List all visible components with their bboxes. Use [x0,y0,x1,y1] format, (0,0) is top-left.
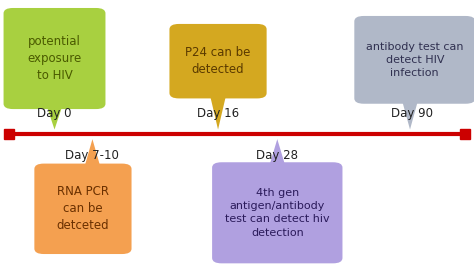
FancyBboxPatch shape [4,8,105,109]
FancyBboxPatch shape [212,162,342,263]
Polygon shape [46,104,63,130]
Text: Day 90: Day 90 [392,107,433,120]
Text: Day 0: Day 0 [37,107,72,120]
Text: RNA PCR
can be
detceted: RNA PCR can be detceted [56,185,109,232]
Text: Day 7-10: Day 7-10 [65,149,119,162]
FancyBboxPatch shape [354,16,474,104]
FancyBboxPatch shape [34,164,131,254]
Polygon shape [210,93,227,130]
Text: antibody test can
detect HIV
infection: antibody test can detect HIV infection [366,42,464,78]
Text: 4th gen
antigen/antibody
test can detect hiv
detection: 4th gen antigen/antibody test can detect… [225,188,329,238]
Polygon shape [84,139,101,169]
Text: Day 28: Day 28 [256,149,298,162]
Polygon shape [401,98,419,130]
FancyBboxPatch shape [169,24,266,98]
Text: P24 can be
detected: P24 can be detected [185,46,251,76]
Text: Day 16: Day 16 [197,107,239,120]
Text: potential
exposure
to HIV: potential exposure to HIV [27,35,82,82]
Polygon shape [269,139,286,168]
